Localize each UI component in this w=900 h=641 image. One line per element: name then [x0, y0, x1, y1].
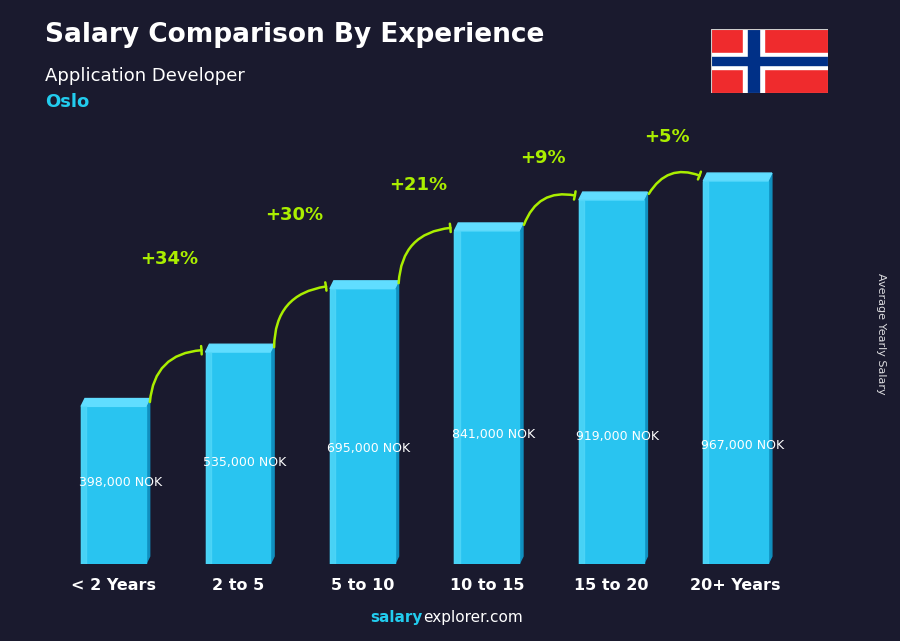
Text: 695,000 NOK: 695,000 NOK — [328, 442, 410, 455]
Polygon shape — [81, 399, 149, 406]
Bar — [454, 231, 519, 564]
Polygon shape — [330, 281, 399, 288]
Text: 535,000 NOK: 535,000 NOK — [203, 456, 286, 469]
Text: Oslo: Oslo — [45, 93, 89, 111]
Text: +30%: +30% — [265, 206, 323, 224]
Text: +34%: +34% — [140, 250, 199, 268]
Polygon shape — [768, 173, 772, 564]
Bar — [711, 53, 828, 69]
Text: 398,000 NOK: 398,000 NOK — [78, 476, 162, 488]
Bar — [330, 288, 335, 564]
Bar — [703, 181, 708, 564]
Polygon shape — [454, 223, 523, 231]
Polygon shape — [644, 192, 647, 564]
Text: +5%: +5% — [644, 128, 690, 146]
Polygon shape — [579, 192, 647, 200]
Polygon shape — [146, 399, 149, 564]
Text: 919,000 NOK: 919,000 NOK — [576, 430, 660, 443]
Text: Application Developer: Application Developer — [45, 67, 245, 85]
Bar — [81, 406, 146, 564]
Polygon shape — [270, 344, 274, 564]
Text: +21%: +21% — [389, 176, 447, 194]
Text: 841,000 NOK: 841,000 NOK — [452, 428, 535, 440]
Bar — [579, 200, 644, 564]
Bar — [711, 57, 828, 65]
Bar — [205, 352, 270, 564]
Text: +9%: +9% — [520, 149, 565, 167]
Polygon shape — [703, 173, 772, 181]
Text: Average Yearly Salary: Average Yearly Salary — [877, 272, 886, 394]
Bar — [742, 29, 764, 93]
Bar — [205, 352, 211, 564]
Polygon shape — [205, 344, 274, 352]
Bar — [579, 200, 584, 564]
Bar — [454, 231, 460, 564]
Text: Salary Comparison By Experience: Salary Comparison By Experience — [45, 22, 544, 49]
Bar — [330, 288, 395, 564]
Polygon shape — [395, 281, 399, 564]
Bar — [703, 181, 768, 564]
Bar — [748, 29, 759, 93]
Bar — [81, 406, 86, 564]
Text: salary: salary — [371, 610, 423, 625]
Text: explorer.com: explorer.com — [423, 610, 523, 625]
Text: 967,000 NOK: 967,000 NOK — [701, 439, 784, 452]
Polygon shape — [519, 223, 523, 564]
